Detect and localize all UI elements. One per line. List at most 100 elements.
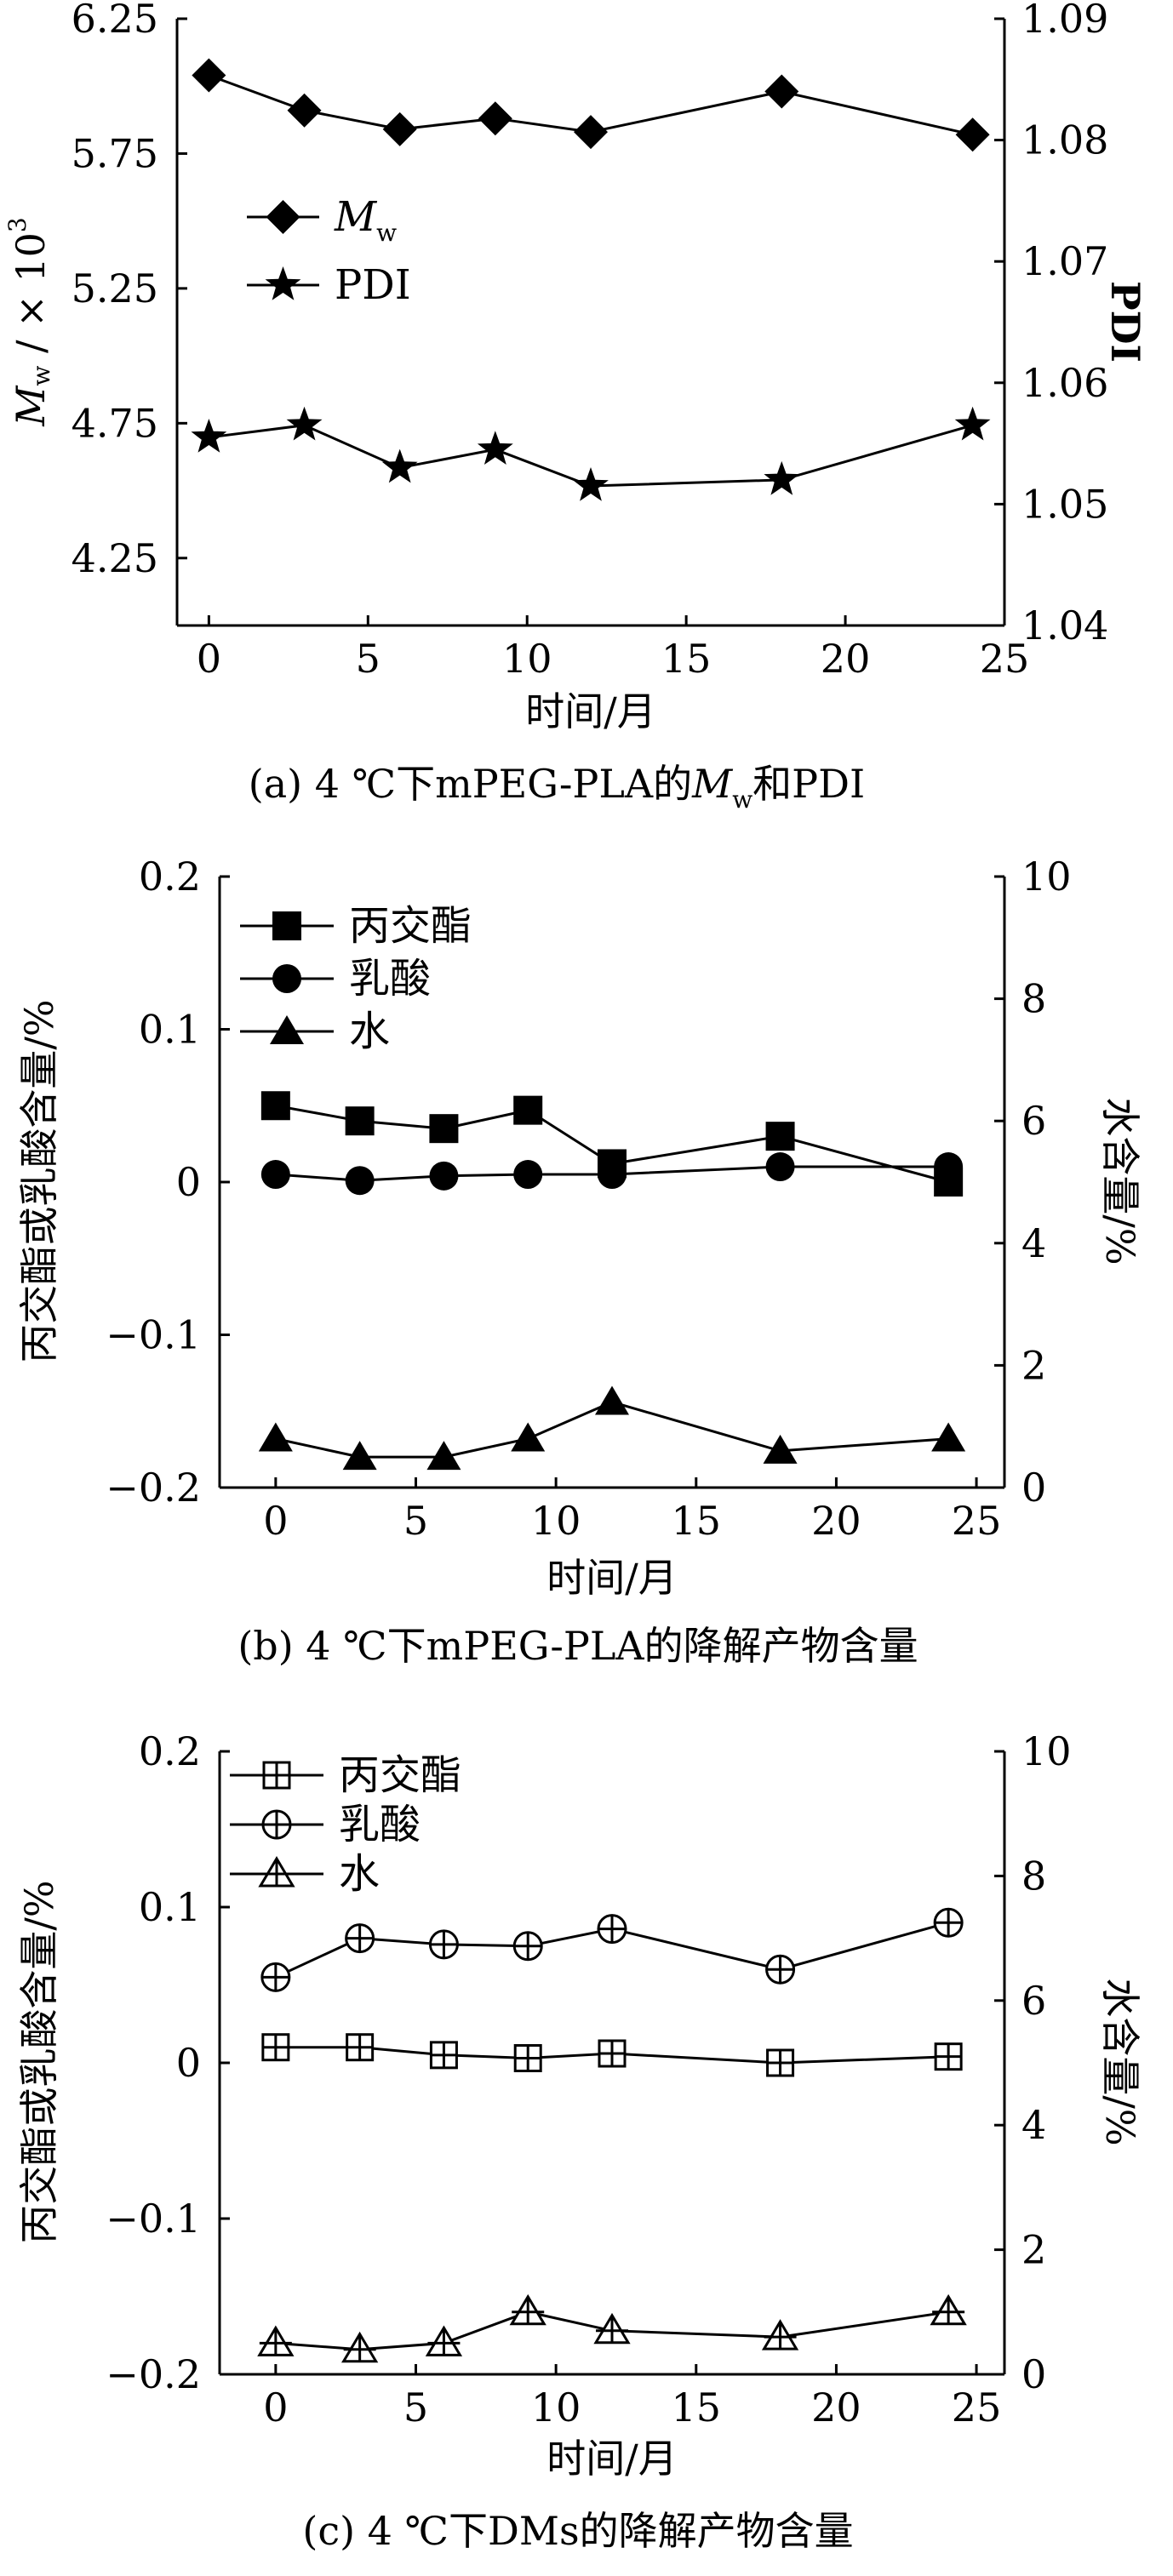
data-point [930,2293,967,2326]
x-tick-label: 25 [952,1498,1002,1544]
series-diamond [192,58,990,152]
data-point [192,58,226,93]
data-point [425,2325,463,2356]
data-point [933,1907,964,1938]
x-tick-label: 5 [356,636,381,682]
data-point [260,1160,290,1190]
legend-label: 丙交酯 [349,902,472,950]
y-left-tick-label: −0.2 [106,2351,201,2397]
legend-label: 乳酸 [339,1801,421,1848]
series-circle-cross [260,1907,964,1992]
x-tick-label: 10 [531,2385,581,2430]
y-right-tick-label: 1.06 [1021,360,1108,406]
y-left-tick-label: 4.25 [72,535,158,581]
legend-label: 水 [349,1008,390,1055]
data-point [513,2044,542,2073]
y-right-tick-label: 6 [1021,1098,1046,1144]
y-left-tick-label: 0.2 [139,1728,201,1774]
y-right-axis-label: 水含量/% [1097,1097,1143,1265]
y-right-axis-label: 水含量/% [1097,1978,1143,2145]
x-tick-label: 10 [531,1498,581,1544]
legend-marker [272,911,301,940]
y-right-tick-label: 2 [1021,1342,1046,1388]
x-tick-label: 15 [672,1498,722,1544]
x-tick-label: 20 [811,2385,861,2430]
legend-marker [262,1761,291,1790]
data-point [765,1122,795,1151]
data-point [765,1152,795,1182]
data-point [426,1441,461,1471]
y-left-tick-label: 0.1 [139,1884,201,1930]
y-right-tick-label: 1.05 [1021,481,1108,527]
data-point [512,1931,543,1962]
y-right-tick-label: 1.04 [1021,603,1108,648]
data-point [513,1095,543,1125]
data-point [342,1441,377,1471]
y-right-tick-label: 1.09 [1021,0,1108,42]
y-right-tick-label: 8 [1021,1853,1046,1899]
data-point [429,1161,459,1191]
data-point [345,1106,375,1136]
x-tick-label: 0 [263,1498,288,1544]
data-point [597,1914,627,1945]
data-point [574,115,608,150]
legend-label: 乳酸 [349,955,431,1002]
x-tick-label: 20 [821,636,871,682]
data-point [595,1385,629,1415]
y-left-axis-label: 丙交酯或乳酸含量/% [16,999,62,1362]
data-point [478,101,512,136]
y-left-tick-label: 0 [176,1159,201,1205]
data-point [346,2033,375,2062]
data-point [934,1152,964,1182]
x-tick-label: 0 [197,636,221,682]
x-tick-label: 25 [980,636,1030,682]
y-left-tick-label: 6.25 [72,0,158,42]
y-left-tick-label: −0.1 [106,1312,201,1358]
x-tick-label: 15 [672,2385,722,2430]
data-point [511,1422,546,1452]
x-tick-label: 20 [811,1498,861,1544]
x-tick-label: 5 [403,1498,428,1544]
y-right-tick-label: 1.08 [1021,117,1108,163]
y-right-tick-label: 0 [1021,2351,1046,2397]
data-point [286,406,323,441]
data-point [764,460,800,495]
y-right-tick-label: 4 [1021,2102,1046,2148]
y-left-tick-label: 0 [176,2040,201,2086]
data-point [766,2048,795,2077]
data-point [764,74,799,109]
legend: Mw PDI [247,193,411,309]
y-right-tick-label: 8 [1021,976,1046,1022]
figure-caption: (a) 4 ℃下mPEG-PLA的Mw和PDI [249,761,865,814]
chart-panel-c: 0 5 10 15 20 25 −0.2 −0.1 0 0.1 0.2 0 2 4 6 8 10 时间/月 丙交酯或… [16,1728,1143,2554]
data-point [287,93,322,128]
y-left-axis-label: 丙交酯或乳酸含量/% [16,1880,62,2243]
data-point [509,2293,546,2326]
figure-caption: (c) 4 ℃下DMs的降解产物含量 [302,2508,853,2554]
y-right-tick-label: 10 [1021,854,1072,900]
y-left-tick-label: 5.75 [72,130,158,176]
legend-marker [265,266,301,300]
y-left-tick-label: 5.25 [72,266,158,311]
y-left-tick-label: −0.1 [106,2196,201,2242]
data-point [934,2042,963,2071]
data-point [260,1962,291,1992]
data-point [381,448,418,483]
legend-label: 水 [339,1850,380,1898]
y-left-tick-label: 0.1 [139,1007,201,1053]
data-point [258,1422,293,1452]
legend-marker [258,1856,295,1888]
data-point [955,117,990,152]
series-star [191,406,991,501]
data-point [593,2312,631,2345]
y-right-tick-label: 10 [1021,1728,1072,1774]
x-tick-label: 10 [502,636,552,682]
series-square-cross [261,2033,963,2077]
data-point [191,419,227,453]
legend-marker [266,200,300,234]
data-point [261,2033,290,2062]
data-point [477,431,513,465]
y-right-tick-label: 6 [1021,1978,1046,2024]
